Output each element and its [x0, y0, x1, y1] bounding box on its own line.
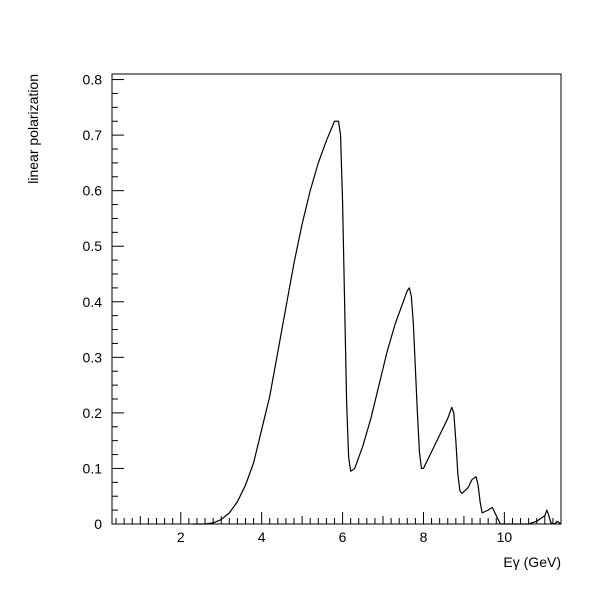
y-axis-title: linear polarization — [25, 74, 41, 184]
series-line-0 — [192, 120, 562, 525]
x-tick-label: 2 — [177, 529, 185, 545]
y-tick-label: 0.3 — [83, 349, 103, 365]
x-axis-title: Eγ (GeV) — [503, 554, 561, 570]
x-tick-label: 8 — [420, 529, 428, 545]
x-tick-label: 4 — [258, 529, 266, 545]
x-tick-label: 10 — [497, 529, 513, 545]
y-tick-label: 0.4 — [83, 294, 103, 310]
tick-labels-layer: 2 4 6 8 10 0 0.1 0.2 0.3 0.4 0.5 0.6 0.7 0.8 — [83, 72, 513, 545]
y-tick-label: 0.8 — [83, 72, 103, 88]
y-tick-label: 0 — [94, 516, 102, 532]
y-tick-label: 0.5 — [83, 238, 103, 254]
y-tick-label: 0.6 — [83, 183, 103, 199]
ticks-layer — [112, 79, 562, 525]
y-tick-label: 0.7 — [83, 127, 103, 143]
x-tick-label: 6 — [339, 529, 347, 545]
y-tick-label: 0.1 — [83, 460, 103, 476]
y-tick-label: 0.2 — [83, 405, 103, 421]
plot-frame — [111, 73, 562, 525]
series-layer — [192, 120, 562, 525]
